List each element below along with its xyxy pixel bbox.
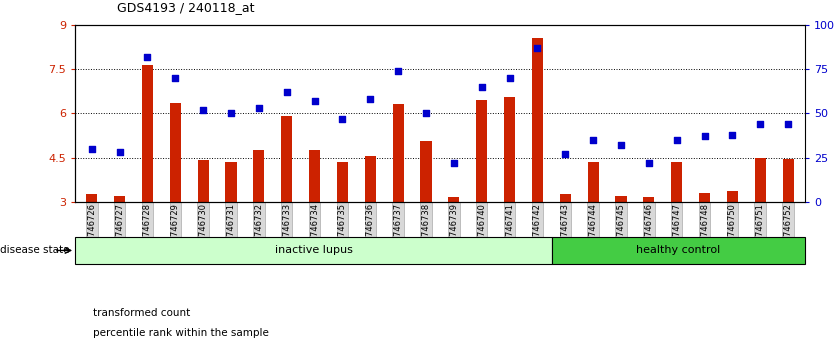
Point (726, 132, 739, 137)
Bar (114, 196, 125, 202)
Point (503, 75, 516, 81)
Bar (560, 194, 570, 202)
Point (447, 160, 460, 166)
Point (280, 89, 294, 95)
Point (391, 68, 404, 74)
Bar (309, 150, 320, 202)
Point (197, 107, 210, 113)
Bar (254, 150, 264, 202)
Bar (476, 100, 487, 202)
Bar (281, 116, 292, 202)
Point (308, 98, 321, 104)
Point (698, 133, 711, 139)
Bar (699, 193, 710, 202)
Point (141, 54, 154, 59)
Bar (170, 103, 181, 202)
Text: inactive lupus: inactive lupus (274, 245, 353, 256)
Bar (420, 141, 431, 202)
Text: disease state: disease state (0, 245, 69, 256)
Bar (198, 160, 208, 202)
Bar (86, 194, 98, 202)
Point (615, 142, 628, 148)
Point (530, 45, 544, 51)
Point (420, 110, 433, 116)
Point (642, 160, 656, 166)
Point (670, 137, 683, 143)
Point (781, 121, 795, 127)
Point (754, 121, 767, 127)
Text: healthy control: healthy control (636, 245, 721, 256)
Bar (588, 162, 599, 202)
Text: GDS4193 / 240118_at: GDS4193 / 240118_at (117, 1, 254, 14)
Bar (532, 38, 543, 202)
Point (475, 84, 489, 90)
Bar (225, 162, 237, 202)
Point (336, 116, 349, 121)
Point (252, 105, 265, 111)
Bar (75, 237, 552, 264)
Point (364, 96, 377, 102)
Bar (504, 97, 515, 202)
Bar (726, 192, 738, 202)
Bar (755, 158, 766, 202)
Bar (337, 162, 348, 202)
Bar (142, 65, 153, 202)
Bar (615, 196, 626, 202)
Bar (643, 198, 655, 202)
Bar (552, 237, 805, 264)
Point (168, 75, 182, 81)
Bar (671, 162, 682, 202)
Point (559, 151, 572, 157)
Point (586, 137, 600, 143)
Bar (393, 104, 404, 202)
Text: transformed count: transformed count (93, 308, 191, 318)
Bar (449, 198, 460, 202)
Bar (364, 156, 376, 202)
Point (85, 146, 98, 152)
Point (224, 110, 238, 116)
Point (113, 149, 126, 155)
Bar (782, 159, 794, 202)
Text: percentile rank within the sample: percentile rank within the sample (93, 328, 269, 338)
